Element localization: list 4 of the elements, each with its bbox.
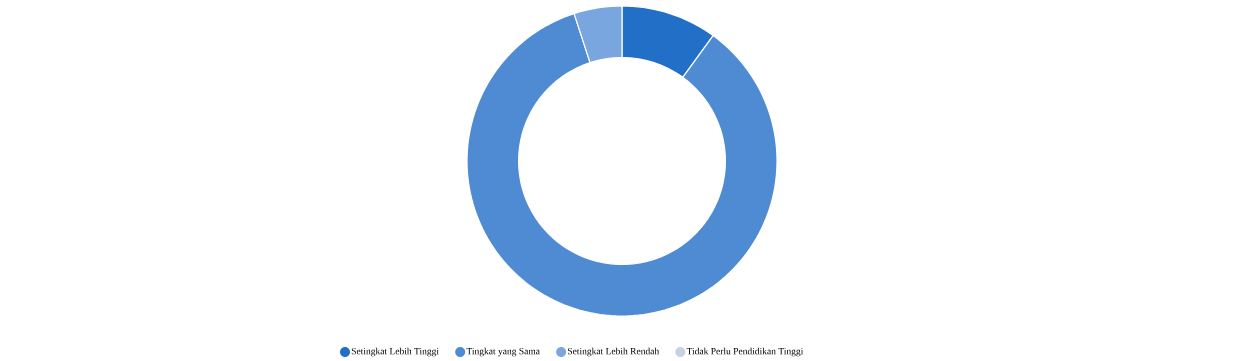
legend-label: Tingkat yang Sama xyxy=(466,347,540,357)
legend-label: Setingkat Lebih Tinggi xyxy=(351,347,439,357)
legend-label: Tidak Perlu Pendidikan Tinggi xyxy=(686,347,804,357)
legend-label: Setingkat Lebih Rendah xyxy=(567,347,660,357)
